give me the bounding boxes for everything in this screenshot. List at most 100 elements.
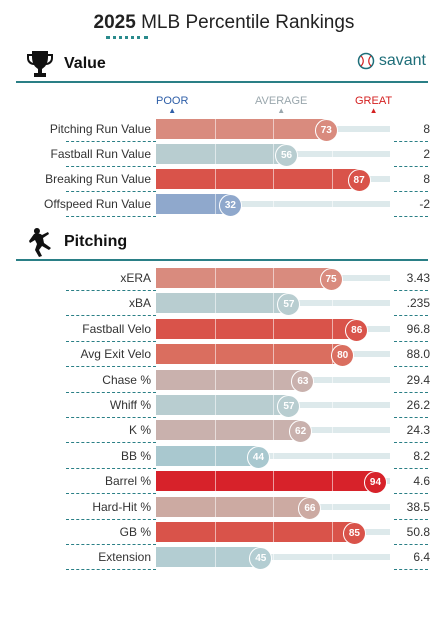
percentile-row[interactable]: GB % 85 50.8 (0, 521, 448, 545)
percentile-row[interactable]: Fastball Run Value 56 2 (0, 143, 448, 167)
percentile-bubble: 94 (363, 471, 387, 495)
scale-average-label: AVERAGE (255, 95, 308, 107)
scale-great-label: GREAT (355, 95, 393, 107)
percentile-row[interactable]: Pitching Run Value 73 8 (0, 118, 448, 142)
row-divider-right (394, 340, 428, 342)
gridline (331, 496, 333, 517)
gridline (214, 194, 216, 214)
gridline (214, 547, 216, 568)
row-divider-right (394, 315, 428, 317)
row-divider-right (394, 493, 428, 495)
metric-value: -2 (419, 197, 430, 211)
gridline (214, 318, 216, 339)
percentile-bubble: 32 (218, 194, 242, 217)
gridline (331, 194, 333, 214)
percentile-bar (156, 144, 288, 164)
percentile-row[interactable]: xERA 75 3.43 (0, 267, 448, 291)
gridline (273, 119, 274, 139)
percentile-bar (156, 318, 358, 339)
page-title: 2025 MLB Percentile Rankings (0, 12, 448, 34)
gridline (273, 169, 274, 189)
metric-label: Pitching Run Value (49, 122, 151, 136)
percentile-row[interactable]: K % 62 24.3 (0, 419, 448, 444)
percentile-row[interactable]: Avg Exit Velo 80 88.0 (0, 343, 448, 368)
row-divider-right (394, 569, 428, 571)
percentile-bubble: 86 (345, 318, 369, 342)
percentile-bar (156, 169, 360, 189)
metric-label: xBA (128, 296, 151, 311)
gridline (214, 293, 216, 314)
row-divider-right (394, 544, 428, 545)
percentile-bar (156, 445, 259, 466)
gridline (331, 144, 333, 164)
gridline (214, 119, 216, 139)
row-divider-right (394, 191, 428, 192)
row-divider-right (394, 518, 428, 520)
scale-great: GREAT ▲ (355, 95, 392, 115)
title-year: 2025 (93, 12, 136, 33)
percentile-bar (156, 496, 311, 517)
gridline (273, 344, 274, 365)
percentile-bubble: 85 (342, 522, 366, 545)
savant-label: savant (378, 52, 426, 70)
metric-value: 8 (423, 172, 430, 186)
section-header-value: Value savant (16, 48, 428, 83)
gridline (273, 318, 274, 339)
gridline (214, 445, 216, 466)
row-divider-right (394, 290, 428, 291)
metric-value: 96.8 (406, 321, 430, 336)
metric-label: Fastball Run Value (50, 147, 152, 161)
percentile-row[interactable]: Extension 45 6.4 (0, 546, 448, 571)
percentile-row[interactable]: Chase % 63 29.4 (0, 369, 448, 393)
trophy-icon (27, 51, 53, 77)
savant-logo[interactable]: savant (357, 52, 426, 70)
percentile-row[interactable]: Breaking Run Value 87 8 (0, 168, 448, 192)
percentile-bar (156, 522, 355, 542)
metric-label: xERA (120, 271, 151, 285)
row-divider-right (394, 442, 428, 444)
gridline (214, 471, 216, 492)
gridline (331, 445, 333, 466)
gridline (331, 318, 333, 339)
metric-value: 29.4 (406, 372, 430, 387)
scale-poor-label: POOR (156, 95, 189, 107)
percentile-row[interactable]: Whiff % 57 26.2 (0, 394, 448, 418)
gridline (214, 169, 216, 189)
metric-label: Extension (98, 550, 151, 565)
percentile-row[interactable]: Fastball Velo 86 96.8 (0, 318, 448, 342)
percentile-bar (156, 420, 302, 441)
percentile-row[interactable]: Hard-Hit % 66 38.5 (0, 496, 448, 520)
percentile-bubble: 63 (291, 369, 315, 393)
gridline (214, 395, 216, 415)
percentile-row[interactable]: Offspeed Run Value 32 -2 (0, 193, 448, 217)
gridline (273, 547, 274, 568)
row-divider (66, 442, 156, 444)
gridline (273, 268, 274, 288)
metric-label: Hard-Hit % (92, 499, 151, 514)
percentile-bar (156, 293, 290, 314)
row-divider (66, 290, 156, 291)
row-divider (66, 166, 156, 167)
percentile-row[interactable]: BB % 44 8.2 (0, 445, 448, 469)
metric-label: Breaking Run Value (45, 172, 151, 186)
metric-value: 6.4 (413, 550, 430, 565)
percentile-bar (156, 369, 304, 390)
percentile-row[interactable]: Barrel % 94 4.6 (0, 470, 448, 495)
percentile-bar (156, 395, 290, 415)
gridline (273, 445, 274, 466)
average-arrow-icon: ▲ (277, 106, 286, 115)
row-divider-right (394, 366, 428, 368)
gridline (273, 471, 274, 492)
row-divider-right (394, 467, 428, 469)
percentile-row[interactable]: xBA 57 .235 (0, 292, 448, 317)
gridline (214, 144, 216, 164)
percentile-bubble: 56 (275, 144, 299, 167)
great-arrow-icon: ▲ (369, 106, 378, 115)
percentile-bar (156, 344, 344, 365)
percentile-bubble: 66 (298, 496, 322, 520)
row-divider (66, 216, 156, 217)
percentile-bar (156, 268, 332, 288)
gridline (214, 268, 216, 288)
metric-value: 24.3 (406, 423, 430, 438)
gridline (331, 471, 333, 492)
